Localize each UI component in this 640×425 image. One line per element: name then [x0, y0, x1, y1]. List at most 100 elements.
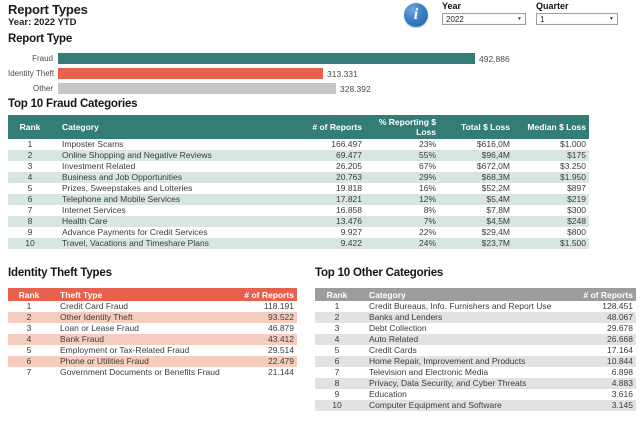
cell-reports: 29.678: [607, 323, 633, 333]
table-row[interactable]: 9 Education 3.616: [315, 389, 636, 400]
identity-theft-table: Rank Theft Type # of Reports 1 Credit Car…: [8, 288, 297, 378]
quarter-filter-label: Quarter: [536, 1, 569, 11]
quarter-dropdown-value: 1: [540, 14, 545, 24]
cell-type: Other Identity Theft: [60, 312, 133, 322]
cell-reports: 10.844: [607, 356, 633, 366]
table-row[interactable]: 2 Other Identity Theft 93.522: [8, 312, 297, 323]
cell-category: Prizes, Sweepstakes and Lotteries: [62, 183, 193, 193]
table-row[interactable]: 1 Credit Bureaus, Info. Furnishers and Re…: [315, 301, 636, 312]
other-header-category: Category: [359, 288, 552, 301]
cell-reports: 166.497: [331, 139, 362, 149]
fraud-categories-section: Top 10 Fraud Categories Rank Category # …: [8, 98, 589, 249]
table-row[interactable]: 9 Advance Payments for Credit Services 9.9…: [8, 227, 589, 238]
table-row[interactable]: 6 Telephone and Mobile Services 17.821 12% $…: [8, 194, 589, 205]
cell-median: $175: [567, 150, 586, 160]
table-row[interactable]: 4 Bank Fraud 43.412: [8, 334, 297, 345]
cell-rank: 6: [26, 356, 32, 366]
cell-total: $52,2M: [481, 183, 510, 193]
cell-rank: 8: [334, 378, 340, 388]
table-row[interactable]: 5 Employment or Tax-Related Fraud 29.514: [8, 345, 297, 356]
table-row[interactable]: 5 Prizes, Sweepstakes and Lotteries 19.818…: [8, 183, 589, 194]
table-row[interactable]: 7 Internet Services 16.858 8% $7,8M $300: [8, 205, 589, 216]
cell-reports: 3.616: [611, 389, 633, 399]
cell-median: $300: [567, 205, 586, 215]
cell-category: Health Care: [62, 216, 108, 226]
cell-category: Credit Cards: [369, 345, 417, 355]
table-row[interactable]: 6 Home Repair, Improvement and Products 10…: [315, 356, 636, 367]
table-row[interactable]: 3 Loan or Lease Fraud 46.879: [8, 323, 297, 334]
cell-total: $616,0M: [476, 139, 510, 149]
cell-rank: 5: [27, 183, 33, 193]
cell-rank: 4: [334, 334, 340, 344]
cell-category: Credit Bureaus, Info. Furnishers and Rep…: [369, 301, 552, 311]
bar-identity-theft[interactable]: [58, 68, 323, 79]
cell-reports: 9.422: [340, 238, 362, 248]
bar-row: Other 328.392: [8, 81, 632, 96]
other-table-header-row: Rank Category # of Reports: [315, 288, 636, 301]
table-row[interactable]: 5 Credit Cards 17.164: [315, 345, 636, 356]
table-row[interactable]: 8 Privacy, Data Security, and Cyber Threa…: [315, 378, 636, 389]
cell-type: Government Documents or Benefits Fraud: [60, 367, 220, 377]
table-row[interactable]: 8 Health Care 13.476 7% $4,5M $248: [8, 216, 589, 227]
cell-pct: 16%: [418, 183, 436, 193]
cell-rank: 3: [334, 323, 340, 333]
other-categories-section: Top 10 Other Categories Rank Category # …: [315, 267, 636, 411]
cell-pct: 24%: [418, 238, 436, 248]
other-header-reports: # of Reports: [552, 288, 636, 301]
cell-reports: 17.821: [336, 194, 362, 204]
info-icon-glyph: i: [413, 6, 419, 23]
quarter-filter: Quarter 1 ▼: [536, 1, 618, 25]
cell-category: Telephone and Mobile Services: [62, 194, 181, 204]
table-row[interactable]: 1 Imposter Scams 166.497 23% $616,0M $1.000: [8, 139, 589, 150]
cell-rank: 7: [26, 367, 32, 377]
quarter-dropdown[interactable]: 1 ▼: [536, 13, 618, 25]
year-filter: Year 2022 ▼: [442, 1, 526, 25]
cell-reports: 6.898: [611, 367, 633, 377]
table-row[interactable]: 10 Computer Equipment and Software 3.145: [315, 400, 636, 411]
table-row[interactable]: 4 Auto Related 26.668: [315, 334, 636, 345]
table-row[interactable]: 2 Online Shopping and Negative Reviews 69.…: [8, 150, 589, 161]
cell-rank: 8: [27, 216, 33, 226]
table-row[interactable]: 4 Business and Job Opportunities 20.763 29%…: [8, 172, 589, 183]
fraud-table: Rank Category # of Reports % Reporting $…: [8, 115, 589, 249]
table-row[interactable]: 2 Banks and Lenders 48.067: [315, 312, 636, 323]
table-row[interactable]: 7 Government Documents or Benefits Fraud 2…: [8, 367, 297, 378]
cell-reports: 4.883: [611, 378, 633, 388]
table-row[interactable]: 1 Credit Card Fraud 118.191: [8, 301, 297, 312]
table-row[interactable]: 6 Phone or Utilities Fraud 22.479: [8, 356, 297, 367]
bar-row: Fraud 492.886: [8, 51, 632, 66]
other-table-title: Top 10 Other Categories: [315, 267, 444, 279]
cell-rank: 9: [27, 227, 33, 237]
cell-pct: 22%: [418, 227, 436, 237]
cell-rank: 5: [334, 345, 340, 355]
cell-pct: 29%: [418, 172, 436, 182]
cell-pct: 67%: [418, 161, 436, 171]
cell-total: $23,7M: [481, 238, 510, 248]
other-categories-table: Rank Category # of Reports 1 Credit Burea…: [315, 288, 636, 411]
chevron-down-icon: ▼: [609, 15, 614, 22]
table-row[interactable]: 10 Travel, Vacations and Timeshare Plans 9…: [8, 238, 589, 249]
cell-total: $96,4M: [481, 150, 510, 160]
bar-label: Identity Theft: [8, 69, 55, 78]
page-title: Report Types: [8, 2, 88, 17]
table-row[interactable]: 3 Debt Collection 29.678: [315, 323, 636, 334]
bar-value: 313.331: [327, 68, 358, 79]
table-row[interactable]: 7 Television and Electronic Media 6.898: [315, 367, 636, 378]
cell-category: Banks and Lenders: [369, 312, 443, 322]
table-row[interactable]: 3 Investment Related 26.205 67% $672,0M $3.25…: [8, 161, 589, 172]
bar-other[interactable]: [58, 83, 336, 94]
cell-reports: 20.763: [336, 172, 362, 182]
fraud-header-category: Category: [52, 115, 293, 139]
bar-fraud[interactable]: [58, 53, 475, 64]
cell-reports: 46.879: [268, 323, 294, 333]
year-dropdown[interactable]: 2022 ▼: [442, 13, 526, 25]
identity-header-theft-type: Theft Type: [50, 288, 221, 301]
fraud-table-title: Top 10 Fraud Categories: [8, 98, 138, 110]
cell-rank: 2: [334, 312, 340, 322]
cell-median: $1.500: [560, 238, 586, 248]
cell-rank: 6: [27, 194, 33, 204]
cell-reports: 17.164: [607, 345, 633, 355]
info-icon[interactable]: i: [404, 3, 428, 27]
cell-rank: 4: [26, 334, 32, 344]
cell-reports: 48.067: [607, 312, 633, 322]
